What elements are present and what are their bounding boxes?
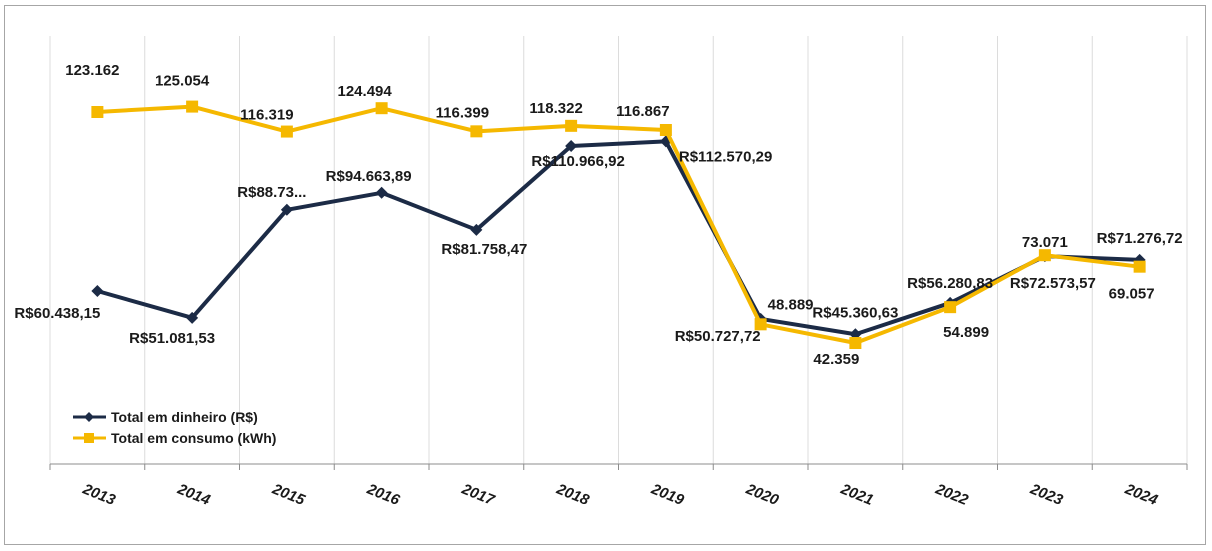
data-label: R$45.360,63 — [812, 304, 898, 321]
data-point — [375, 102, 388, 115]
x-tick-label: 2013 — [79, 480, 118, 509]
data-point — [186, 311, 199, 324]
data-point — [91, 285, 104, 297]
chart-frame: 2013 2014 2015 2016 2017 2018 2019 2020 2021 2022… — [4, 5, 1206, 545]
gridlines — [49, 36, 1188, 464]
x-tick-label: 2015 — [269, 480, 308, 509]
legend-label: Total em dinheiro (R$) — [111, 409, 258, 425]
data-point — [849, 337, 862, 349]
data-label: R$112.570,29 — [679, 148, 772, 165]
data-label: R$81.758,47 — [441, 241, 527, 258]
data-point — [470, 125, 483, 138]
data-label: 125.054 — [155, 73, 210, 90]
data-label: 123.162 — [65, 62, 119, 79]
x-tick-label: 2024 — [1122, 480, 1161, 509]
line-chart: 2013 2014 2015 2016 2017 2018 2019 2020 2021 2022… — [14, 36, 1188, 509]
x-tick-label: 2019 — [648, 480, 687, 509]
legend-marker — [84, 412, 94, 422]
data-label: 124.494 — [338, 83, 393, 100]
x-tick-label: 2018 — [553, 480, 592, 509]
data-label: 48.889 — [768, 296, 814, 313]
data-labels: R$60.438,15 R$51.081,53 R$88.73... R$94.663… — [14, 62, 1182, 368]
series-line — [96, 139, 1140, 337]
data-label: R$50.727,72 — [675, 328, 761, 345]
data-label: 69.057 — [1109, 286, 1155, 303]
x-tick-label: 2020 — [743, 480, 782, 509]
data-label: R$51.081,53 — [129, 330, 215, 347]
data-point — [1133, 260, 1146, 273]
data-label: 116.399 — [436, 104, 489, 121]
data-label: R$88.73... — [237, 184, 306, 201]
x-tick-label: 2022 — [932, 480, 971, 509]
data-label: 73.071 — [1022, 234, 1068, 251]
legend: Total em dinheiro (R$) Total em consumo (… — [73, 409, 276, 446]
x-tick-label: 2021 — [837, 480, 875, 509]
legend-label: Total em consumo (kWh) — [111, 430, 276, 446]
data-point — [91, 106, 104, 118]
data-label: R$71.276,72 — [1097, 230, 1183, 247]
data-label: R$56.280,83 — [907, 275, 993, 292]
data-point — [944, 301, 957, 314]
x-tick-label: 2014 — [174, 480, 213, 509]
data-label: R$72.573,57 — [1010, 275, 1096, 292]
data-point — [280, 125, 293, 138]
data-point — [280, 203, 293, 216]
legend-marker — [84, 433, 94, 443]
data-label: R$60.438,15 — [14, 305, 100, 322]
data-point — [565, 140, 578, 152]
data-label: 116.867 — [616, 103, 669, 120]
data-point — [565, 119, 578, 132]
series-line — [97, 104, 1140, 345]
data-label: 118.322 — [529, 100, 582, 117]
data-label: 54.899 — [943, 324, 989, 341]
data-point — [1038, 249, 1051, 262]
data-label: 42.359 — [813, 351, 859, 368]
data-label: R$94.663,89 — [326, 168, 412, 185]
data-point — [375, 186, 388, 199]
x-axis: 2013 2014 2015 2016 2017 2018 2019 2020 2021 2022… — [49, 463, 1188, 509]
data-label: 116.319 — [240, 107, 293, 124]
x-tick-label: 2016 — [364, 480, 403, 509]
x-tick-label: 2017 — [458, 480, 497, 509]
data-point — [470, 223, 483, 236]
x-tick-label: 2023 — [1027, 480, 1066, 509]
data-point — [754, 318, 767, 331]
data-point — [659, 123, 672, 136]
data-label: R$110.966,92 — [531, 153, 624, 170]
data-point — [186, 100, 199, 113]
